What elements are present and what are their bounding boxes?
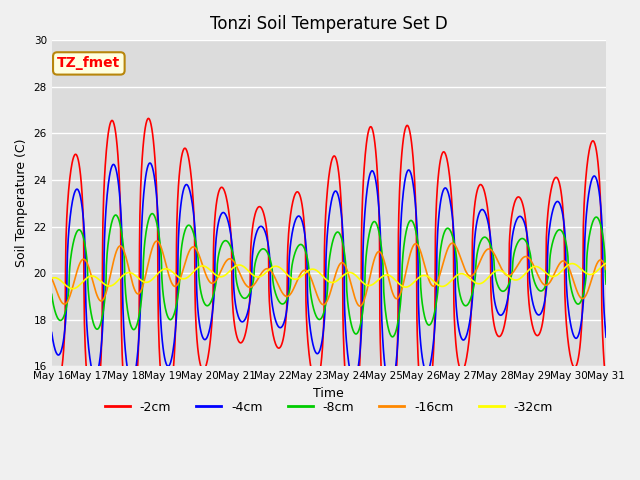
-32cm: [602, 261, 610, 266]
-2cm: [158, 384, 166, 390]
Line: -8cm: -8cm: [52, 214, 606, 337]
Line: -2cm: -2cm: [52, 119, 606, 435]
-8cm: [158, 275, 166, 281]
-4cm: [146, 160, 154, 166]
-2cm: [537, 327, 545, 333]
-32cm: [234, 263, 241, 268]
-8cm: [172, 307, 179, 313]
Line: -32cm: -32cm: [52, 264, 606, 289]
Line: -4cm: -4cm: [52, 163, 606, 389]
-4cm: [416, 326, 424, 332]
-32cm: [68, 286, 76, 292]
-32cm: [158, 267, 166, 273]
-32cm: [415, 275, 423, 280]
-16cm: [234, 265, 241, 271]
-4cm: [234, 311, 241, 316]
-8cm: [416, 255, 424, 261]
-32cm: [537, 265, 545, 271]
-8cm: [388, 334, 396, 340]
-8cm: [48, 291, 56, 297]
-4cm: [488, 260, 496, 265]
-16cm: [48, 276, 56, 281]
-2cm: [385, 432, 392, 438]
-8cm: [537, 288, 545, 294]
-4cm: [537, 311, 545, 316]
-16cm: [153, 238, 161, 244]
X-axis label: Time: Time: [314, 387, 344, 400]
-8cm: [148, 211, 156, 216]
Y-axis label: Soil Temperature (C): Soil Temperature (C): [15, 139, 28, 267]
-16cm: [602, 266, 610, 272]
Text: TZ_fmet: TZ_fmet: [57, 57, 120, 71]
-4cm: [602, 334, 610, 340]
-2cm: [234, 336, 241, 341]
Legend: -2cm, -4cm, -8cm, -16cm, -32cm: -2cm, -4cm, -8cm, -16cm, -32cm: [100, 396, 558, 419]
-16cm: [356, 303, 364, 309]
Line: -16cm: -16cm: [52, 241, 606, 306]
-16cm: [416, 246, 424, 252]
-32cm: [488, 271, 495, 277]
-32cm: [48, 276, 56, 281]
-4cm: [387, 386, 394, 392]
-2cm: [416, 380, 424, 385]
-2cm: [172, 332, 179, 338]
-8cm: [234, 283, 241, 288]
-4cm: [172, 328, 179, 334]
-4cm: [48, 330, 56, 336]
-8cm: [602, 281, 610, 287]
-16cm: [172, 284, 179, 289]
-2cm: [488, 306, 496, 312]
-32cm: [172, 272, 179, 277]
Title: Tonzi Soil Temperature Set D: Tonzi Soil Temperature Set D: [210, 15, 448, 33]
-2cm: [48, 364, 56, 370]
-4cm: [158, 333, 166, 339]
-8cm: [488, 247, 496, 253]
-2cm: [602, 382, 610, 388]
-2cm: [145, 116, 152, 121]
-16cm: [158, 247, 166, 252]
-16cm: [537, 278, 545, 284]
-16cm: [488, 248, 496, 253]
